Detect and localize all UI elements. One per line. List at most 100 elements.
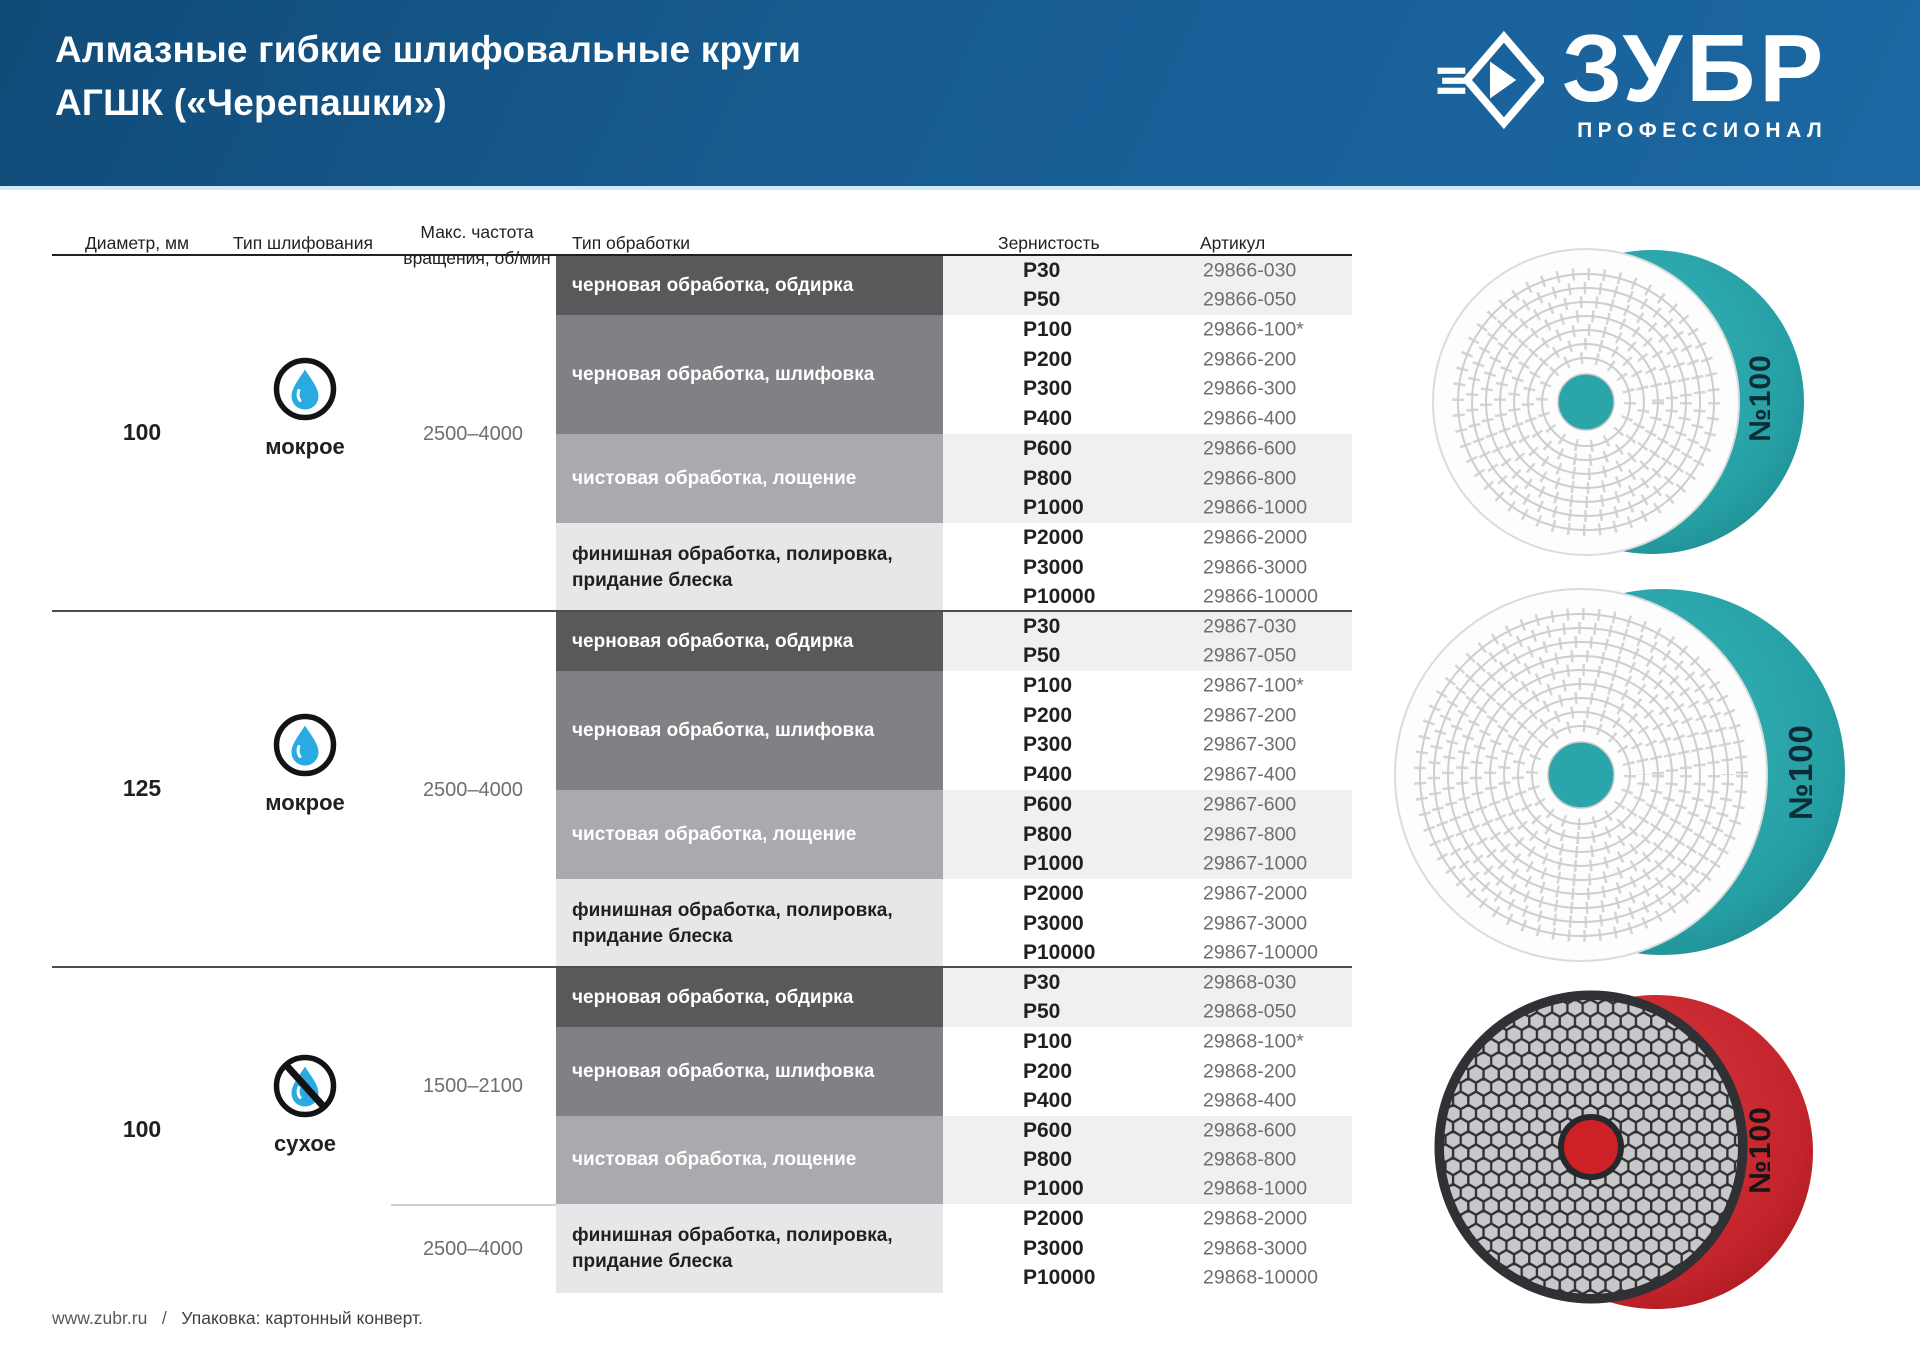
article-cell: 29868-400 <box>1203 1089 1297 1112</box>
grit-cell: P100 <box>1023 1029 1073 1053</box>
processing-type-block: черновая обработка, обдирка <box>556 612 943 671</box>
processing-type-block: финишная обработка, полировка, придание … <box>556 523 943 612</box>
grit-cell: P400 <box>1023 763 1073 787</box>
grinding-type-cell: мокрое <box>258 356 352 460</box>
table-row: P2000 29868-2000 <box>943 1204 1352 1234</box>
pad-number-badge: №100 <box>1744 1106 1777 1194</box>
grit-article-column: P30 29868-030 P50 29868-050 P100 29868-100* P2… <box>943 968 1352 1293</box>
grinding-type-cell: мокрое <box>258 712 352 816</box>
grinding-type-label: мокрое <box>265 434 345 459</box>
table-row: P400 29868-400 <box>943 1086 1352 1116</box>
grit-cell: P10000 <box>1023 1266 1096 1290</box>
column-header-grinding-type: Тип шлифования <box>233 233 373 253</box>
column-header-max-frequency: Макс. частота вращения, об/мин <box>403 222 551 269</box>
table-row: P800 29868-800 <box>943 1145 1352 1174</box>
article-cell: 29867-10000 <box>1203 941 1318 964</box>
grit-cell: P100 <box>1023 673 1073 697</box>
article-cell: 29867-300 <box>1203 733 1297 756</box>
table-row: P3000 29866-3000 <box>943 553 1352 583</box>
grit-article-stripe: P600 29868-600 P800 29868-800 P1000 29868-100… <box>943 1116 1352 1204</box>
grit-cell: P200 <box>1023 347 1073 371</box>
grit-cell: P50 <box>1023 288 1061 312</box>
table-row: P3000 29867-3000 <box>943 909 1352 939</box>
table-row: P1000 29868-1000 <box>943 1175 1352 1204</box>
table-row: P30 29868-030 <box>943 968 1352 998</box>
grit-cell: P200 <box>1023 1059 1073 1083</box>
table-row: P30 29867-030 <box>943 612 1352 642</box>
table-row: P10000 29867-10000 <box>943 938 1352 968</box>
water-drop-icon <box>272 712 338 783</box>
article-cell: 29867-100* <box>1203 674 1304 697</box>
grit-cell: P2000 <box>1023 881 1084 905</box>
grit-cell: P400 <box>1023 1089 1073 1113</box>
grinding-type-cell: сухое <box>258 1053 352 1157</box>
grit-article-stripe: P600 29866-600 P800 29866-800 P1000 29866-100… <box>943 434 1352 523</box>
processing-type-label: черновая обработка, обдирка <box>572 274 854 296</box>
article-cell: 29868-10000 <box>1203 1266 1318 1289</box>
processing-type-label: финишная обработка, полировка, придание … <box>572 544 893 591</box>
table-row: P100 29868-100* <box>943 1027 1352 1057</box>
page-title-line2: АГШК («Черепашки») <box>55 81 447 123</box>
grit-article-stripe: P2000 29868-2000 P3000 29868-3000 P10000 2986… <box>943 1204 1352 1293</box>
product-image-wet-1: №100 <box>1415 225 1845 587</box>
article-cell: 29866-100* <box>1203 318 1304 341</box>
article-cell: 29866-1000 <box>1203 496 1308 519</box>
table-group-1: 100 мокрое 2500–4000 черновая обработка, об… <box>52 256 1352 612</box>
grit-article-stripe: P100 29868-100* P200 29868-200 P400 29868-400 <box>943 1027 1352 1116</box>
grit-cell: P200 <box>1023 703 1073 727</box>
article-cell: 29868-2000 <box>1203 1207 1308 1230</box>
table-row: P1000 29867-1000 <box>943 849 1352 879</box>
max-frequency-cell: 2500–4000 <box>422 422 524 445</box>
grit-article-stripe: P30 29867-030 P50 29867-050 <box>943 612 1352 671</box>
max-frequency-cell: 2500–4000 <box>422 778 524 801</box>
grit-cell: P300 <box>1023 733 1073 757</box>
processing-type-block: черновая обработка, обдирка <box>556 968 943 1027</box>
pad-center-hole <box>1547 741 1615 809</box>
processing-type-column: черновая обработка, обдирка черновая обра… <box>556 612 943 968</box>
article-cell: 29868-1000 <box>1203 1177 1308 1200</box>
table-row: P200 29868-200 <box>943 1057 1352 1087</box>
page-title-line1: Алмазные гибкие шлифовальные круги <box>55 29 802 70</box>
processing-type-column: черновая обработка, обдирка черновая обра… <box>556 256 943 612</box>
grit-article-stripe: P2000 29866-2000 P3000 29866-3000 P10000 2986… <box>943 523 1352 612</box>
grit-cell: P800 <box>1023 822 1073 846</box>
table-row: P30 29866-030 <box>943 256 1352 286</box>
grit-cell: P800 <box>1023 1147 1073 1171</box>
grit-cell: P10000 <box>1023 585 1096 609</box>
column-header-processing-type: Тип обработки <box>572 233 691 253</box>
article-cell: 29866-030 <box>1203 259 1297 282</box>
grit-cell: P600 <box>1023 792 1073 816</box>
grit-cell: P400 <box>1023 407 1073 431</box>
article-cell: 29868-030 <box>1203 971 1297 994</box>
processing-type-block: чистовая обработка, лощение <box>556 1116 943 1204</box>
grit-article-stripe: P100 29866-100* P200 29866-200 P300 29866-300… <box>943 315 1352 434</box>
footer-packaging: Упаковка: картонный конверт. <box>181 1308 423 1328</box>
processing-type-block: черновая обработка, обдирка <box>556 256 943 315</box>
processing-type-label: черновая обработка, шлифовка <box>572 1060 875 1082</box>
header-band-edge <box>0 186 1920 190</box>
article-cell: 29868-600 <box>1203 1119 1297 1142</box>
column-header-article: Артикул <box>1200 233 1266 253</box>
footer-separator2 <box>167 1308 177 1328</box>
grinding-type-label: мокрое <box>265 790 345 815</box>
zubr-logo-text: ЗУБР <box>1562 15 1828 122</box>
grit-article-stripe: P2000 29867-2000 P3000 29867-3000 P10000 2986… <box>943 879 1352 968</box>
grinding-type-label: сухое <box>273 1130 337 1156</box>
processing-type-label: черновая обработка, шлифовка <box>572 363 875 385</box>
grit-cell: P3000 <box>1023 911 1084 935</box>
table-row: P1000 29866-1000 <box>943 493 1352 523</box>
article-cell: 29868-3000 <box>1203 1237 1308 1259</box>
footer-site: www.zubr.ru <box>52 1308 148 1328</box>
article-cell: 29866-2000 <box>1203 526 1308 549</box>
table-row: P400 29867-400 <box>943 760 1352 790</box>
grit-article-column: P30 29866-030 P50 29866-050 P100 29866-100* P2… <box>943 256 1352 612</box>
table-group-2: 125 мокрое 2500–4000 черновая обработка, об… <box>52 610 1352 968</box>
table-row: P200 29866-200 <box>943 345 1352 375</box>
processing-type-label: черновая обработка, шлифовка <box>572 719 875 741</box>
grit-cell: P100 <box>1023 317 1073 341</box>
processing-type-label: черновая обработка, обдирка <box>572 630 854 652</box>
max-frequency-cell: 2500–4000 <box>422 1237 524 1260</box>
processing-type-block: черновая обработка, шлифовка <box>556 671 943 790</box>
processing-type-column: черновая обработка, обдирка черновая обра… <box>556 968 943 1293</box>
grit-cell: P2000 <box>1023 525 1084 549</box>
